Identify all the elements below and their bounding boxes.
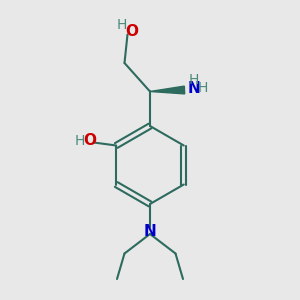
Polygon shape [150, 86, 185, 94]
Text: N: N [188, 81, 200, 96]
Text: H: H [117, 18, 127, 32]
Text: H: H [75, 134, 86, 148]
Text: H: H [198, 82, 208, 95]
Text: O: O [125, 24, 138, 39]
Text: N: N [144, 224, 156, 238]
Text: O: O [83, 133, 96, 148]
Text: H: H [189, 74, 199, 87]
